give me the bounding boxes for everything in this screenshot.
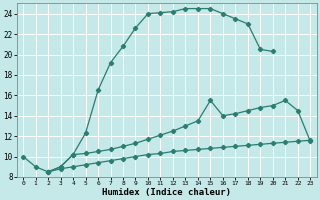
- X-axis label: Humidex (Indice chaleur): Humidex (Indice chaleur): [102, 188, 231, 197]
